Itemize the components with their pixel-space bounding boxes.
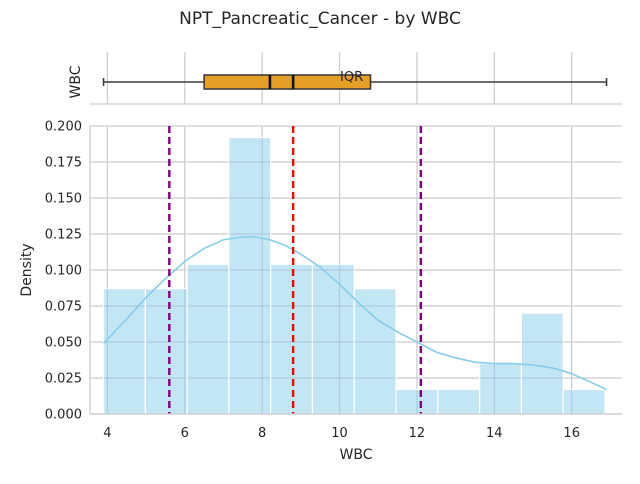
histogram-bar (144, 288, 188, 415)
boxplot-marks (102, 74, 608, 90)
y-tick-label: 0.025 (45, 372, 82, 387)
kde-curve-layer (102, 236, 607, 391)
boxplot-y-axis-label: WBC (68, 65, 84, 98)
y-tick-label: 0.175 (45, 156, 82, 171)
x-tick-label: 16 (563, 426, 580, 441)
chart-title: NPT_Pancreatic_Cancer - by WBC (179, 9, 461, 29)
x-tick-labels: 4 6 8 10 12 14 16 (103, 426, 580, 441)
x-tick-label: 12 (409, 426, 426, 441)
histogram-bar (228, 136, 272, 415)
histogram-bar (520, 312, 564, 415)
boxplot-panel: WBC IQR (68, 52, 622, 105)
histogram-bar (479, 363, 523, 415)
y-tick-label: 0.050 (45, 336, 82, 351)
y-tick-label: 0.075 (45, 300, 82, 315)
y-tick-label: 0.125 (45, 228, 82, 243)
x-tick-label: 6 (181, 426, 189, 441)
y-tick-labels: 0.000 0.025 0.050 0.075 0.100 0.125 0.150 0.175… (45, 120, 82, 423)
y-axis-label: Density (19, 243, 35, 296)
y-tick-label: 0.000 (45, 408, 82, 423)
iqr-box (203, 74, 372, 90)
iqr-annotation: IQR (340, 70, 363, 85)
x-tick-label: 14 (486, 426, 503, 441)
y-tick-label: 0.100 (45, 264, 82, 279)
histogram-bar (395, 388, 439, 415)
x-axis-label: WBC (340, 447, 373, 463)
y-tick-label: 0.150 (45, 192, 82, 207)
x-tick-label: 8 (258, 426, 266, 441)
x-tick-label: 4 (103, 426, 111, 441)
reference-lines (168, 126, 423, 414)
histogram-bar (562, 388, 606, 415)
histogram-panel: 4 6 8 10 12 14 16 0.000 0.025 0.050 0.075 0.100 0.1… (19, 120, 622, 463)
histogram-bar (270, 263, 314, 415)
histogram-bar (353, 288, 397, 415)
histogram-bar (311, 263, 355, 415)
x-tick-label: 10 (331, 426, 348, 441)
y-tick-label: 0.200 (45, 120, 82, 135)
histogram-bar (102, 288, 146, 415)
kde-curve (102, 236, 607, 391)
histogram-bar (186, 263, 230, 415)
histogram-bar (437, 388, 481, 415)
histogram-bars (102, 136, 606, 415)
